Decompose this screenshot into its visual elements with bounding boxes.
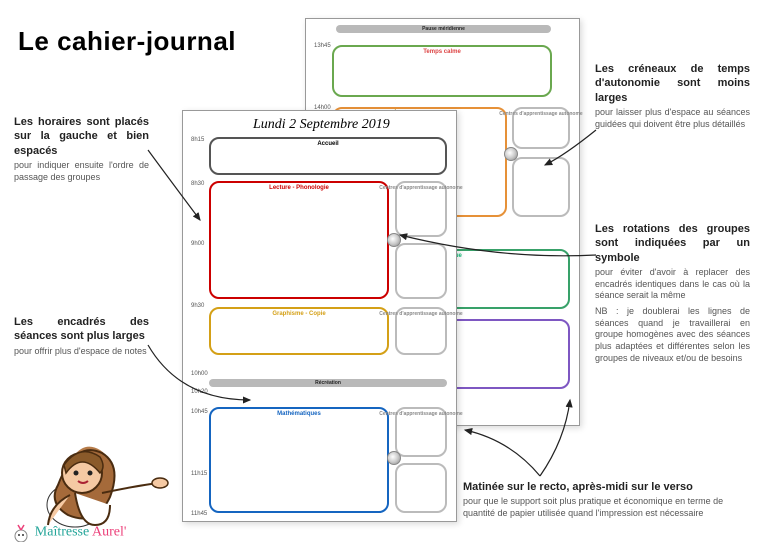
- annotation-sub: pour offrir plus d'espace de notes: [14, 346, 149, 358]
- session-box: Centres d'apprentissage autonome: [395, 307, 447, 355]
- session-label: Lecture - Phonologie: [269, 185, 329, 191]
- session-box: Lecture - Phonologie: [209, 181, 389, 299]
- session-label: Centres d'apprentissage autonome: [379, 311, 462, 317]
- time-label: 13h45: [314, 43, 331, 49]
- session-label: Centres d'apprentissage autonome: [379, 185, 462, 191]
- session-box: Temps calme: [332, 45, 552, 97]
- annotation-heading: Les créneaux de temps d'autonomie sont m…: [595, 62, 750, 105]
- session-label: Centres d'apprentissage autonome: [379, 411, 462, 417]
- session-box: [512, 157, 570, 217]
- page-front: Lundi 2 Septembre 2019 8h15 8h30 9h00 9h30 10…: [182, 110, 457, 522]
- time-label: 9h00: [191, 241, 204, 247]
- time-label: 11h15: [191, 471, 207, 477]
- annotation-rotations: Les rotations des groupes sont indiquées…: [595, 222, 750, 364]
- annotation-sub: pour que le support soit plus pratique e…: [463, 496, 753, 519]
- annotation-heading: Matinée sur le recto, après-midi sur le …: [463, 480, 753, 494]
- day-title: Lundi 2 Septembre 2019: [253, 117, 390, 133]
- session-label: Centres d'apprentissage autonome: [499, 111, 582, 117]
- session-label: Mathématiques: [277, 411, 321, 417]
- time-label: 8h15: [191, 137, 204, 143]
- session-box: Accueil: [209, 137, 447, 175]
- section-bar: Récréation: [209, 379, 447, 387]
- time-label: 11h45: [191, 511, 207, 517]
- rotation-symbol-icon: [504, 147, 518, 161]
- session-box: Centres d'apprentissage autonome: [395, 181, 447, 237]
- session-box: Graphisme - Copie: [209, 307, 389, 355]
- time-label: 10h45: [191, 409, 208, 415]
- annotation-sub2: NB : je doublerai les lignes de séances …: [595, 306, 750, 364]
- annotation-sub: pour laisser plus d'espace au séances gu…: [595, 107, 750, 130]
- annotation-creneaux: Les créneaux de temps d'autonomie sont m…: [595, 62, 750, 130]
- time-label: 10h00: [191, 371, 208, 377]
- session-box: Mathématiques: [209, 407, 389, 513]
- session-box: Centres d'apprentissage autonome: [512, 107, 570, 149]
- brand-name-1: Maîtresse: [35, 525, 89, 540]
- annotation-sub: pour éviter d'avoir à replacer des encad…: [595, 267, 750, 302]
- session-label: Accueil: [317, 141, 338, 147]
- page-title: Le cahier-journal: [18, 26, 236, 57]
- annotation-heading: Les rotations des groupes sont indiquées…: [595, 222, 750, 265]
- session-box: Centres d'apprentissage autonome: [395, 407, 447, 457]
- session-box: [395, 243, 447, 299]
- section-bar: Pause méridienne: [336, 25, 551, 33]
- annotation-sub: pour indiquer ensuite l'ordre de passage…: [14, 160, 149, 183]
- annotation-horaires: Les horaires sont placés sur la gauche e…: [14, 115, 149, 183]
- annotation-heading: Les encadrés des séances sont plus large…: [14, 315, 149, 344]
- session-box: [395, 463, 447, 513]
- session-label: Graphisme - Copie: [272, 311, 325, 317]
- avatar-illustration: [20, 395, 170, 535]
- brand-name-2: Aurel': [92, 525, 126, 540]
- brand-logo: Maîtresse Aurel': [12, 524, 126, 542]
- annotation-encadres: Les encadrés des séances sont plus large…: [14, 315, 149, 357]
- annotation-heading: Les horaires sont placés sur la gauche e…: [14, 115, 149, 158]
- session-label: Temps calme: [423, 49, 461, 55]
- annotation-matinee: Matinée sur le recto, après-midi sur le …: [463, 480, 753, 520]
- rotation-symbol-icon: [387, 233, 401, 247]
- time-label: 10h20: [191, 389, 208, 395]
- time-label: 9h30: [191, 303, 204, 309]
- rotation-symbol-icon: [387, 451, 401, 465]
- time-label: 8h30: [191, 181, 204, 187]
